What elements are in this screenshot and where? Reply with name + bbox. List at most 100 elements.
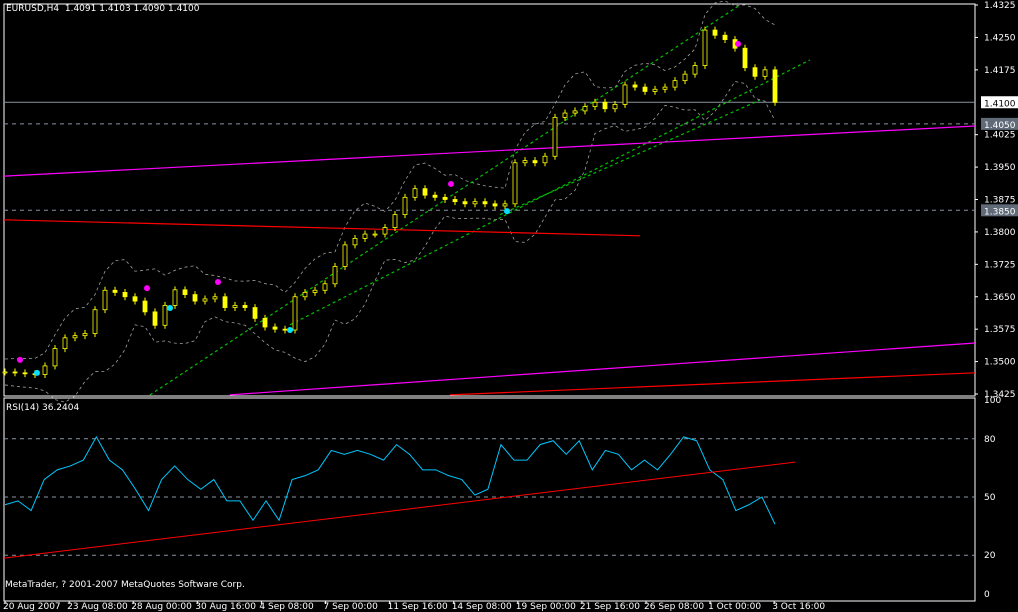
level-price-label-bg [981, 204, 1018, 217]
candle-body [502, 203, 508, 207]
candle-body [212, 296, 218, 300]
fractal-down-dot [34, 369, 40, 376]
candle-body [142, 300, 148, 313]
candle-body [72, 335, 78, 339]
candle-body [182, 289, 188, 295]
candle-body [122, 292, 128, 298]
x-tick-label: 20 Aug 2007 [3, 602, 61, 612]
x-tick-label: 1 Oct 00:00 [708, 602, 761, 612]
y-tick-label: 1.3725 [984, 260, 1016, 270]
candle-body [292, 296, 298, 331]
trendline[interactable] [149, 4, 741, 396]
trendline[interactable] [289, 59, 811, 326]
x-tick-label: 11 Sep 16:00 [388, 602, 448, 612]
fractal-up-dot [215, 279, 221, 286]
candle-body [612, 104, 618, 110]
rsi-tick-label: 100 [984, 396, 1001, 406]
candle-body [602, 101, 608, 110]
candle-body [622, 84, 628, 105]
y-tick-label: 1.3950 [984, 163, 1016, 173]
candle-body [562, 112, 568, 118]
level-price-label: 1.3850 [984, 207, 1016, 217]
fractal-down-dot [287, 327, 293, 334]
candle-body [362, 233, 368, 239]
rsi-trendline[interactable] [3, 461, 796, 559]
rsi-label: RSI(14) [6, 403, 40, 413]
candle-body [192, 294, 198, 302]
candle-body [472, 201, 478, 205]
fractal-down-dot [167, 304, 173, 311]
low-value: 1.4090 [133, 4, 166, 14]
candle-body [42, 365, 48, 375]
candle-body [522, 160, 528, 164]
candle-body [392, 214, 398, 228]
trendline[interactable] [449, 372, 976, 396]
candle-body [762, 69, 768, 77]
candle-body [632, 84, 638, 88]
candle-body [432, 194, 438, 198]
candle-body [92, 309, 98, 334]
trendline[interactable] [3, 125, 976, 177]
open-value: 1.4091 [64, 4, 97, 14]
rsi-line [4, 435, 776, 525]
candle-body [202, 298, 208, 302]
candle-body [102, 289, 108, 311]
candle-body [272, 326, 278, 330]
x-tick-label: 23 Aug 08:00 [67, 602, 128, 612]
candle-body [452, 199, 458, 203]
candle-body [542, 155, 548, 164]
level-price-label: 1.4050 [984, 121, 1016, 131]
rsi-tick-label: 0 [984, 590, 990, 600]
candle-body [242, 304, 248, 308]
candle-body [492, 203, 498, 207]
candle-body [712, 29, 718, 36]
candle-body [352, 237, 358, 246]
y-tick-label: 1.3575 [984, 325, 1016, 335]
candle-body [772, 69, 778, 103]
candle-body [662, 86, 668, 90]
candle-body [372, 233, 378, 236]
rsi-value: 36.2404 [41, 403, 80, 413]
price-panel-frame [3, 3, 976, 397]
trendline[interactable] [499, 99, 761, 216]
bollinger-upper [4, 0, 776, 360]
trendline[interactable] [3, 219, 641, 237]
candle-body [282, 328, 288, 331]
candle-body [302, 292, 308, 298]
rsi-tick-label: 50 [984, 493, 996, 503]
candle-body [112, 289, 118, 293]
candle-body [222, 296, 228, 308]
candle-body [152, 311, 158, 326]
candle-body [172, 289, 178, 306]
candle-body [312, 289, 318, 293]
candle-body [572, 110, 578, 114]
candle-body [82, 333, 88, 337]
candle-body [722, 34, 728, 40]
y-tick-label: 1.3500 [984, 358, 1016, 368]
copyright-text: MetaTrader, ? 2001-2007 MetaQuotes Softw… [5, 580, 245, 590]
candle-body [52, 348, 58, 367]
trendline[interactable] [229, 342, 976, 396]
candle-body [512, 162, 518, 205]
candle-body [702, 29, 708, 66]
candle-body [592, 101, 598, 107]
candle-body [262, 317, 268, 328]
fractal-up-dot [735, 40, 741, 47]
candle-body [22, 372, 28, 375]
candle-body [332, 266, 338, 285]
candle-body [482, 201, 488, 205]
fractal-down-dot [504, 208, 510, 215]
candle-body [752, 67, 758, 77]
candle-body [582, 106, 588, 112]
y-tick-label: 1.4175 [984, 66, 1016, 76]
current-price-label: 1.4100 [984, 99, 1016, 109]
x-tick-label: 19 Sep 00:00 [516, 602, 576, 612]
candle-body [462, 201, 468, 205]
candle-body [322, 283, 328, 291]
candle-body [682, 73, 688, 82]
candle-body [2, 371, 8, 374]
x-tick-label: 21 Sep 16:00 [580, 602, 640, 612]
current-price-label-bg [981, 96, 1018, 109]
candle-body [412, 188, 418, 198]
